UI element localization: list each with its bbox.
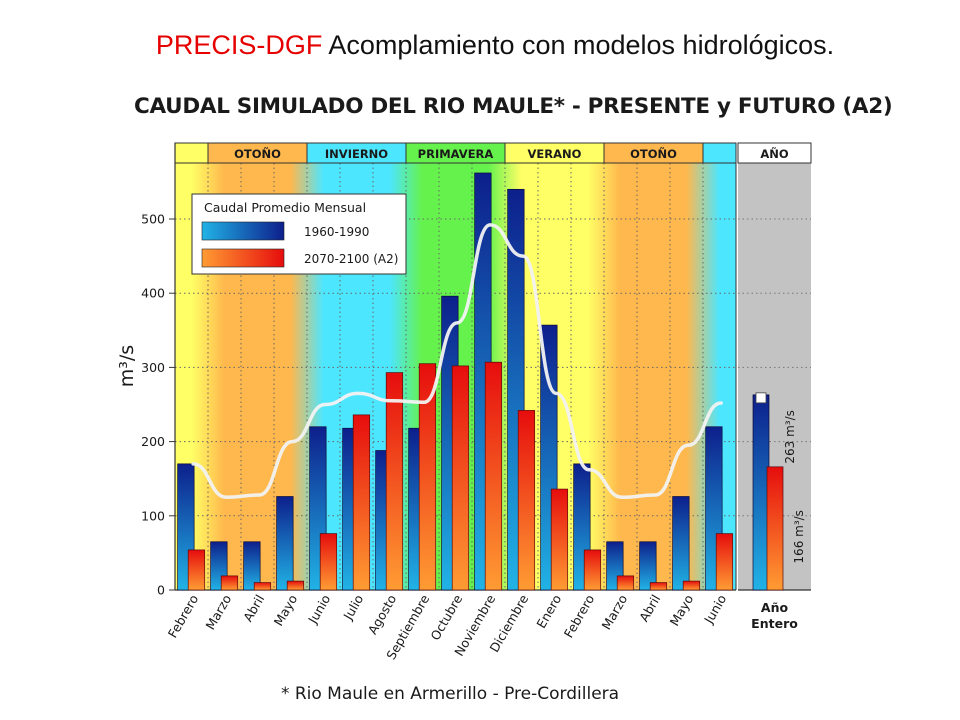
mean-line — [191, 223, 723, 500]
y-tick-label: 400 — [141, 286, 165, 301]
y-tick-label: 500 — [141, 212, 165, 227]
x-tick-label: Mayo — [667, 592, 697, 629]
x-tick-label: Julio — [340, 592, 367, 623]
annual-category-label: Entero — [751, 616, 798, 631]
season-label: VERANO — [528, 147, 582, 161]
x-tick-label: Febrero — [561, 592, 598, 640]
bar-2070-2100 — [649, 582, 668, 591]
x-tick-label: Abril — [240, 592, 267, 624]
x-axis-labels: Febrero Marzo Abril Mayo Junio JulioAgostoSep… — [165, 592, 798, 662]
bar-2070-2100 — [682, 580, 701, 591]
legend-title: Caudal Promedio Mensual — [204, 200, 366, 215]
slide-title-rest: Acomplamiento con modelos hidrológicos. — [328, 30, 835, 60]
bar-2070-2100 — [616, 575, 635, 591]
y-tick-label: 200 — [141, 434, 165, 449]
y-tick-label: 300 — [141, 360, 165, 375]
annual-label-future: 166 m³/s — [792, 510, 806, 564]
annual-header-label: AÑO — [760, 146, 789, 161]
x-tick-label: Abril — [636, 592, 663, 624]
slide-title-accent: PRECIS-DGF — [155, 30, 323, 60]
x-tick-label: Enero — [533, 592, 564, 631]
bar-2070-2100 — [484, 361, 503, 591]
legend: Caudal Promedio Mensual 1960-1990 2070-2… — [191, 193, 407, 275]
x-tick-label: Mayo — [271, 592, 301, 629]
x-tick-label: Junio — [701, 592, 730, 627]
bar-2070-2100 — [352, 414, 371, 591]
y-tick-label: 0 — [157, 583, 165, 598]
legend-label-present: 1960-1990 — [304, 225, 369, 239]
bar-2070-2100 — [583, 549, 602, 591]
y-axis-label: m³/s — [116, 345, 138, 387]
annual-header-cell — [737, 142, 812, 164]
x-tick-label: Marzo — [598, 592, 630, 632]
x-tick-label: Febrero — [165, 592, 202, 640]
bar-1960-1990 — [672, 496, 690, 591]
bar-2070-2100 — [385, 372, 404, 591]
bar-2070-2100 — [517, 410, 536, 591]
annual-bars: 263 m³/s 166 m³/s — [752, 392, 806, 591]
bar-2070-2100 — [253, 582, 272, 591]
x-tick-label: Agosto — [365, 592, 400, 637]
season-cell — [702, 142, 737, 164]
bar-1960-1990 — [276, 496, 294, 591]
footnote: * Rio Maule en Armerillo - Pre-Cordiller… — [280, 684, 620, 704]
bar-2070-2100 — [319, 533, 338, 591]
bar-2070-2100 — [187, 549, 206, 591]
legend-swatch-present — [201, 221, 285, 241]
bar-2070-2100 — [451, 365, 470, 591]
season-label: PRIMAVERA — [418, 147, 494, 161]
chart-title: CAUDAL SIMULADO DEL RIO MAULE* - PRESENT… — [134, 94, 893, 119]
slide-title: PRECIS-DGF Acomplamiento con modelos hid… — [0, 30, 960, 61]
mean-line-path — [191, 223, 723, 500]
season-header: OTOÑO INVIERNO PRIMAVERA VERANO OTOÑO AÑO — [174, 142, 812, 164]
bars — [177, 172, 734, 591]
annual-marker — [755, 392, 767, 404]
x-tick-label: Marzo — [202, 592, 234, 632]
season-label: OTOÑO — [234, 146, 281, 161]
bar-1960-1990 — [243, 541, 261, 591]
bar-2070-2100 — [715, 533, 734, 591]
y-tick-label: 100 — [141, 508, 165, 523]
bar-2070-2100 — [550, 488, 569, 591]
annual-label-present: 263 m³/s — [783, 410, 797, 464]
season-label: INVIERNO — [325, 147, 388, 161]
bar-2070-2100 — [220, 575, 239, 591]
x-tick-label: Junio — [305, 592, 334, 627]
bar-2070-2100 — [418, 363, 437, 591]
legend-swatch-future — [201, 248, 285, 268]
annual-bar-future — [766, 466, 784, 591]
annual-category-label: Año — [761, 600, 789, 615]
annual-bar-present — [752, 394, 770, 591]
legend-label-future: 2070-2100 (A2) — [304, 252, 398, 266]
season-cell — [174, 142, 209, 164]
season-label: OTOÑO — [630, 146, 677, 161]
bar-1960-1990 — [639, 541, 657, 591]
bar-2070-2100 — [286, 580, 305, 591]
